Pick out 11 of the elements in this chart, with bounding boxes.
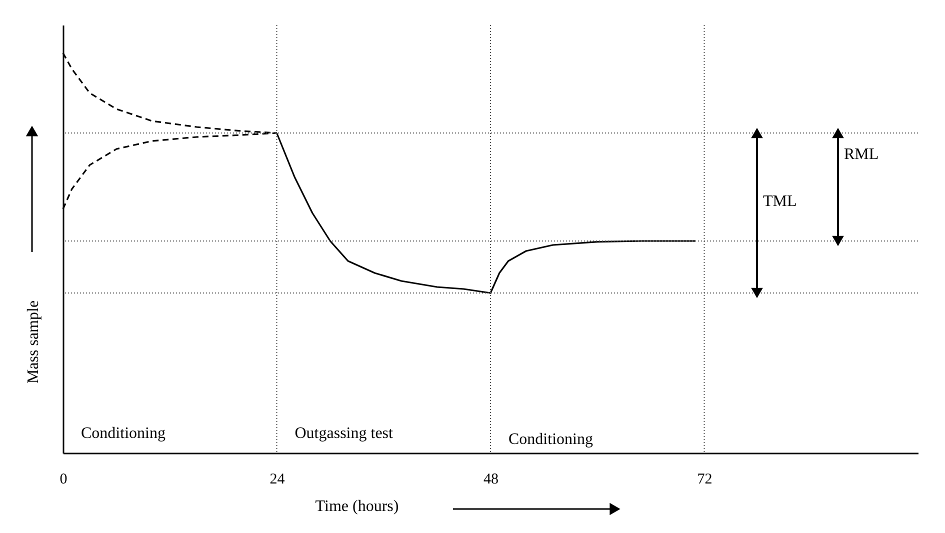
x-tick-label: 24 (270, 472, 286, 488)
annotation: Conditioning (508, 431, 593, 448)
annotation: TML (763, 193, 797, 210)
annotation: Outgassing test (294, 425, 394, 442)
x-axis-title: Time (hours) (315, 498, 399, 515)
annotation: RML (844, 146, 879, 163)
x-tick-label: 48 (484, 472, 498, 488)
y-axis-title: Mass sample (25, 300, 42, 384)
x-tick-label: 0 (60, 472, 68, 488)
annotation: Conditioning (81, 425, 166, 442)
x-tick-label: 72 (697, 472, 712, 488)
